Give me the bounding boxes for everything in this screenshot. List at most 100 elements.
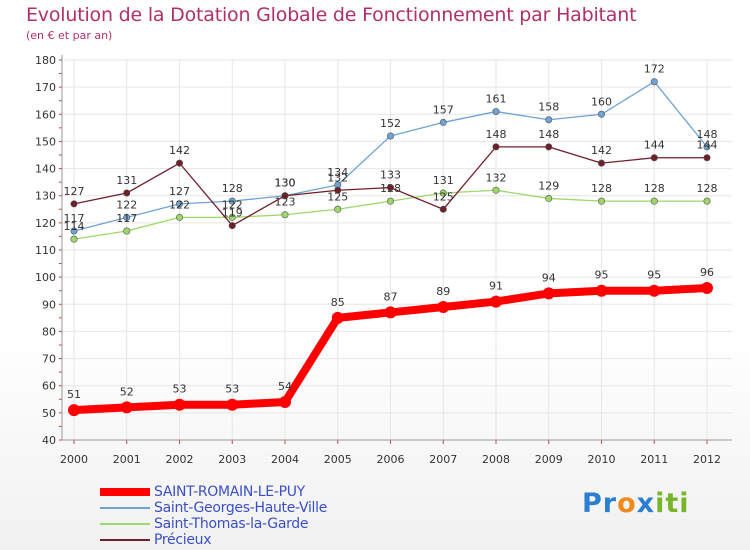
legend-label: SAINT-ROMAIN-LE-PUY [154, 484, 305, 500]
data-label: 96 [700, 266, 714, 279]
data-point [123, 227, 131, 235]
data-point [386, 197, 394, 205]
x-tick-label: 2004 [271, 453, 299, 466]
legend-swatch [100, 539, 150, 541]
data-point [545, 194, 553, 202]
data-label: 114 [64, 220, 85, 233]
data-point [334, 186, 342, 194]
x-tick-label: 2003 [218, 453, 246, 466]
legend-label: Précieux [154, 532, 212, 548]
x-tick-label: 2002 [166, 453, 194, 466]
data-point [281, 192, 289, 200]
data-point [597, 197, 605, 205]
y-tick-label: 110 [35, 244, 56, 257]
legend-swatch [100, 507, 150, 509]
data-point [173, 398, 186, 411]
data-label: 117 [116, 212, 137, 225]
data-label: 89 [436, 285, 450, 298]
x-tick-label: 2012 [693, 453, 721, 466]
data-label: 142 [591, 144, 612, 157]
legend-label: Saint-Thomas-la-Garde [154, 516, 309, 532]
data-label: 160 [591, 95, 612, 108]
data-label: 144 [697, 139, 718, 152]
y-tick-label: 80 [42, 325, 56, 338]
data-point [386, 132, 394, 140]
data-label: 95 [595, 269, 609, 282]
data-point [123, 189, 131, 197]
data-point [279, 396, 291, 408]
y-tick-label: 40 [42, 434, 56, 447]
data-label: 132 [327, 171, 348, 184]
data-point [228, 222, 236, 230]
data-label: 53 [173, 383, 187, 396]
data-point [545, 116, 553, 124]
chart-title: Evolution de la Dotation Globale de Fonc… [26, 4, 637, 26]
data-point [492, 143, 500, 151]
data-label: 127 [169, 185, 190, 198]
data-label: 148 [538, 128, 559, 141]
data-point [70, 227, 78, 235]
data-point [386, 184, 394, 192]
data-point [650, 78, 658, 86]
logo-part: o [617, 488, 637, 519]
data-point [648, 284, 661, 297]
y-tick-label: 60 [42, 380, 56, 393]
data-label: 85 [331, 296, 345, 309]
grid-lines [59, 59, 732, 444]
data-label: 117 [64, 212, 85, 225]
data-label: 152 [380, 117, 401, 130]
data-label: 161 [486, 93, 507, 106]
data-label: 157 [433, 103, 454, 116]
data-point [176, 213, 184, 221]
x-tick-label: 2008 [482, 453, 510, 466]
data-label: 148 [697, 128, 718, 141]
data-point [228, 197, 236, 205]
data-point [176, 159, 184, 167]
data-point [595, 284, 608, 297]
data-point [334, 205, 342, 213]
data-label: 132 [486, 171, 507, 184]
y-tick-label: 160 [35, 108, 56, 121]
data-label: 128 [697, 182, 718, 195]
y-tick-label: 130 [35, 190, 56, 203]
data-label: 95 [647, 269, 661, 282]
data-label: 91 [489, 280, 503, 293]
data-label: 130 [275, 177, 296, 190]
data-label: 133 [380, 169, 401, 182]
data-label: 128 [222, 182, 243, 195]
data-point [439, 205, 447, 213]
data-point [228, 213, 236, 221]
x-tick-label: 2011 [640, 453, 668, 466]
data-point [597, 110, 605, 118]
data-point [437, 301, 450, 313]
chart-legend: SAINT-ROMAIN-LE-PUY Saint-Georges-Haute-… [100, 484, 327, 548]
x-tick-label: 2001 [113, 453, 141, 466]
data-point [492, 186, 500, 194]
data-point [281, 211, 289, 219]
data-label: 51 [67, 388, 81, 401]
data-label: 53 [225, 383, 239, 396]
data-point [650, 197, 658, 205]
data-label: 130 [275, 177, 296, 190]
legend-item-saint-thomas: Saint-Thomas-la-Garde [100, 516, 327, 532]
x-tick-label: 2006 [377, 453, 405, 466]
x-tick-label: 2005 [324, 453, 352, 466]
data-point [176, 200, 184, 208]
data-label: 94 [542, 271, 556, 284]
data-label: 122 [222, 198, 243, 211]
y-tick-label: 140 [35, 163, 56, 176]
data-label: 52 [120, 385, 134, 398]
data-point [597, 159, 605, 167]
data-point [331, 311, 344, 324]
y-tick-label: 120 [35, 217, 56, 230]
data-point [70, 200, 78, 208]
data-point [70, 235, 78, 243]
data-label: 142 [169, 144, 190, 157]
data-point [384, 306, 397, 319]
x-tick-label: 2009 [535, 453, 563, 466]
legend-item-saint-romain: SAINT-ROMAIN-LE-PUY [100, 484, 327, 500]
data-label: 144 [644, 139, 665, 152]
y-tick-label: 170 [35, 81, 56, 94]
